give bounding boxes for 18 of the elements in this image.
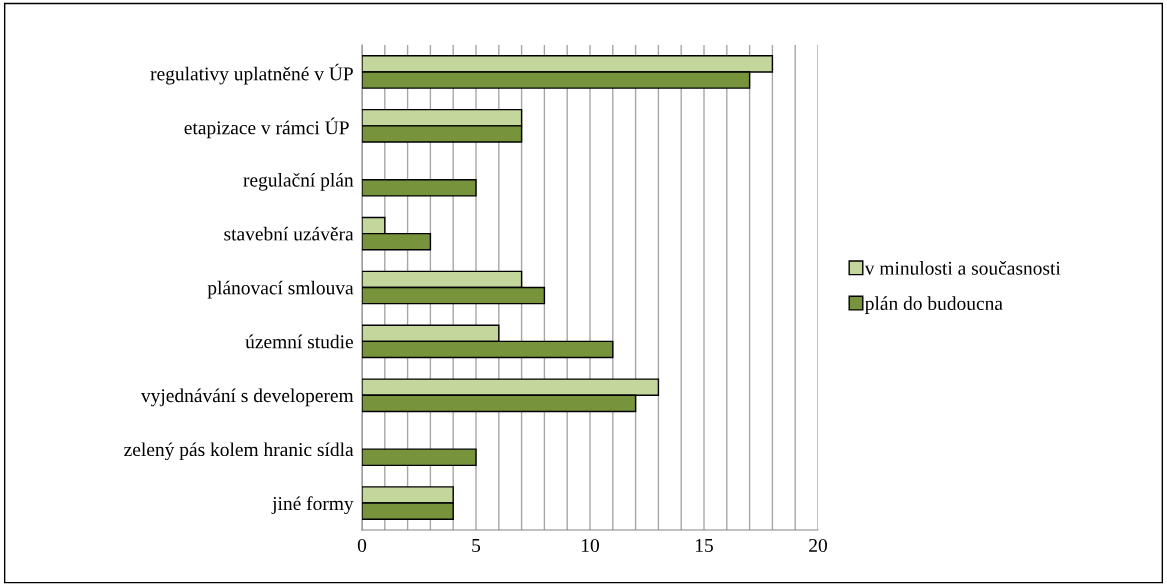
y-tick-label: etapizace v rámci ÚP (184, 117, 349, 139)
x-tick-label: 20 (809, 538, 827, 553)
legend-label: plán do budoucna (865, 296, 1003, 314)
y-tick-label: územní studie (245, 334, 353, 349)
y-tick-label: vyjednávání s developerem (140, 388, 354, 407)
legend-label: v minulosti a současnosti (864, 261, 1061, 275)
x-tick-label: 15 (695, 538, 713, 553)
y-tick-label: plánovací smlouva (207, 280, 354, 299)
y-tick-label: zelený pás kolem hranic sídla (124, 442, 354, 461)
y-tick-label: jiné formy (271, 496, 354, 515)
y-tick-label: regulativy uplatněné v ÚP (150, 63, 353, 85)
x-tick-label: 5 (472, 539, 481, 553)
y-tick-label: regulační plán (243, 172, 354, 191)
x-tick-label: 10 (581, 538, 599, 553)
bar (362, 448, 477, 467)
bar (362, 179, 477, 197)
y-tick-label: stavební uzávěra (224, 226, 354, 241)
x-tick-label: 0 (357, 538, 367, 553)
